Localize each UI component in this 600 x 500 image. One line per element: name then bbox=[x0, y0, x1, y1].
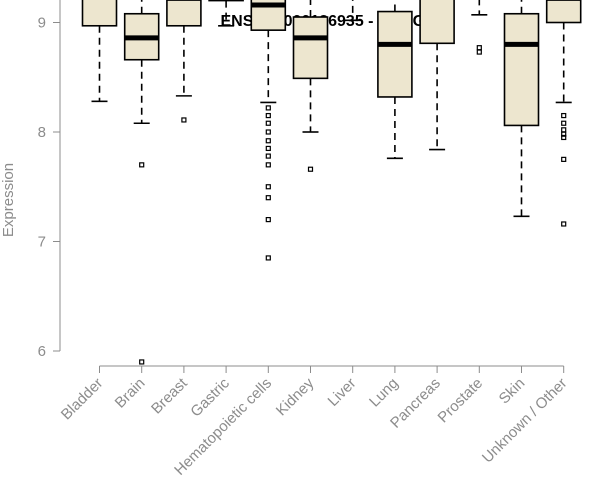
box-hematopoietic-cells bbox=[250, 0, 287, 261]
outlier-point bbox=[265, 255, 271, 261]
outlier-point bbox=[561, 221, 567, 227]
outlier-point bbox=[265, 138, 271, 144]
box-brain bbox=[123, 0, 160, 365]
outlier-point bbox=[561, 127, 567, 133]
iqr-box bbox=[292, 16, 329, 80]
outlier-point bbox=[139, 162, 145, 168]
outlier-point bbox=[265, 129, 271, 135]
outlier-point bbox=[265, 105, 271, 111]
iqr-box bbox=[503, 12, 540, 127]
outlier-point bbox=[265, 217, 271, 223]
outlier-point bbox=[265, 120, 271, 126]
iqr-box bbox=[545, 0, 582, 24]
outlier-point bbox=[561, 120, 567, 126]
x-tick-label: Breast bbox=[148, 374, 191, 417]
outlier-point bbox=[476, 49, 482, 55]
x-tick-label: Skin bbox=[496, 375, 529, 408]
y-tick-label: 8 bbox=[38, 124, 46, 141]
box-breast bbox=[166, 0, 202, 123]
x-tick-label: Brain bbox=[112, 375, 149, 412]
box-liver bbox=[344, 0, 361, 22]
box-kidney bbox=[292, 0, 329, 172]
y-axis: 67891011 bbox=[38, 0, 61, 360]
outlier-point bbox=[476, 45, 482, 51]
y-axis-label: Expression bbox=[0, 163, 17, 237]
outlier-point bbox=[561, 112, 567, 119]
box-lung bbox=[377, 0, 413, 160]
x-tick-label: Bladder bbox=[58, 375, 107, 424]
outlier-point bbox=[265, 195, 271, 201]
y-tick-label: 7 bbox=[38, 234, 46, 251]
y-tick-label: 9 bbox=[38, 15, 46, 32]
outlier-point bbox=[265, 153, 271, 159]
outlier-point bbox=[139, 359, 145, 365]
box-bladder bbox=[81, 0, 118, 103]
box-skin bbox=[503, 0, 540, 218]
box-pancreas bbox=[419, 0, 455, 151]
box-unknown-other bbox=[545, 0, 582, 227]
outlier-point bbox=[307, 166, 314, 172]
iqr-box bbox=[166, 0, 202, 27]
outlier-point bbox=[265, 184, 271, 190]
x-tick-label: Liver bbox=[325, 375, 360, 410]
box-gastric bbox=[208, 0, 244, 27]
boxes-layer bbox=[81, 0, 582, 365]
outlier-point bbox=[561, 156, 567, 162]
iqr-box bbox=[419, 0, 455, 45]
x-tick-label: Kidney bbox=[273, 374, 318, 419]
box-prostate bbox=[471, 0, 488, 55]
y-tick-label: 6 bbox=[38, 343, 46, 360]
outlier-point bbox=[265, 145, 271, 152]
iqr-box bbox=[208, 0, 244, 2]
outlier-point bbox=[265, 112, 271, 119]
outlier-point bbox=[561, 131, 567, 137]
outlier-point bbox=[181, 117, 187, 123]
outlier-point bbox=[561, 134, 567, 141]
iqr-box bbox=[81, 0, 118, 27]
x-tick-label: Prostate bbox=[435, 375, 487, 427]
x-tick-label: Lung bbox=[366, 375, 402, 411]
iqr-box bbox=[377, 10, 413, 98]
outlier-point bbox=[265, 162, 271, 168]
